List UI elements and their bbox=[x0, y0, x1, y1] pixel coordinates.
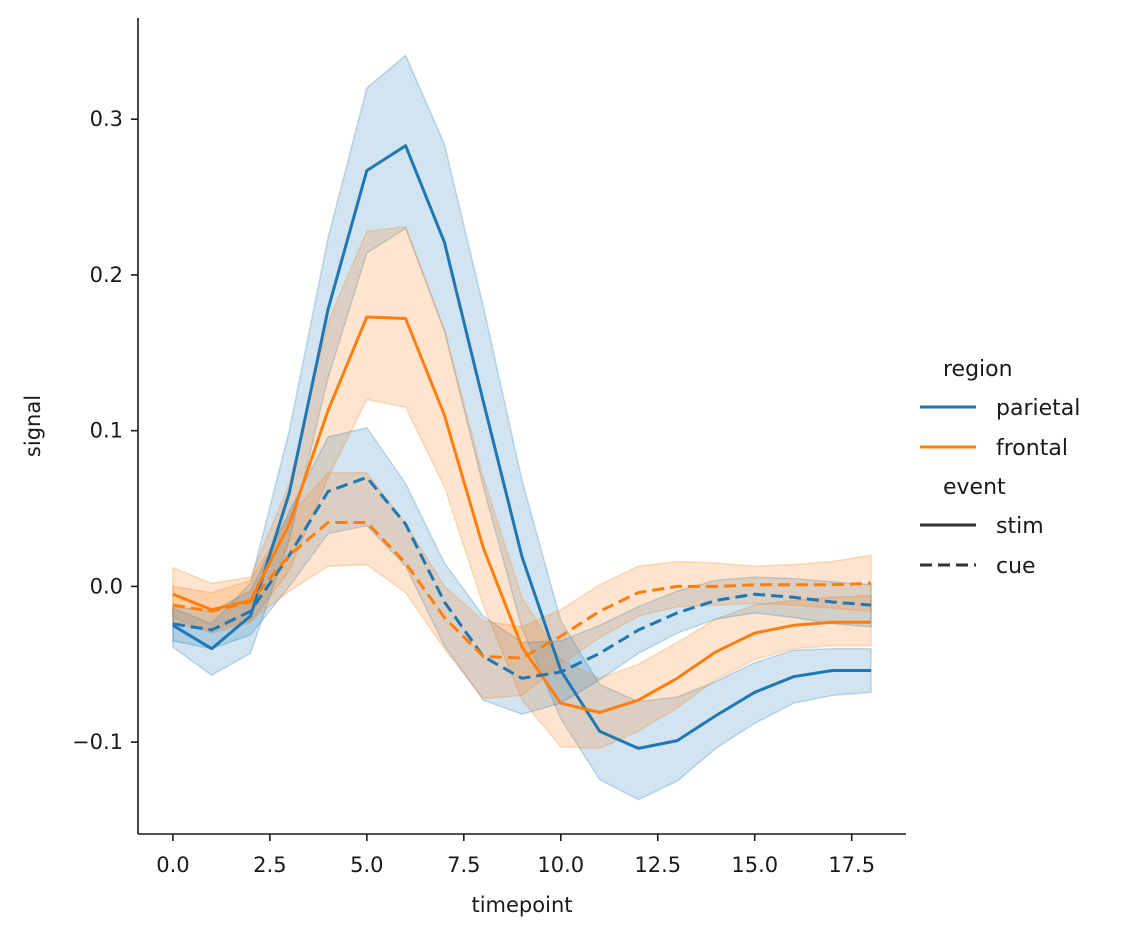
y-tick-label: 0.2 bbox=[90, 263, 123, 287]
y-tick-label: 0.1 bbox=[90, 419, 123, 443]
ci-band-frontal-stim bbox=[172, 225, 872, 750]
y-tick-label: 0.0 bbox=[90, 574, 123, 598]
x-tick-label: 2.5 bbox=[253, 853, 286, 877]
legend-label-cue: cue bbox=[996, 554, 1036, 579]
legend-label-frontal: frontal bbox=[996, 436, 1068, 461]
ci-band-frontal-cue bbox=[172, 471, 872, 700]
x-tick-label: 15.0 bbox=[731, 853, 778, 877]
series-line-parietal-cue bbox=[172, 475, 872, 680]
x-tick-label: 0.0 bbox=[156, 853, 189, 877]
legend-title-region: region bbox=[943, 357, 1013, 382]
ci-band-parietal-cue bbox=[172, 426, 872, 715]
x-tick-label: 12.5 bbox=[634, 853, 681, 877]
x-ticks: 0.0 2.5 5.0 7.5 10.0 12.5 15.0 17.5 bbox=[156, 834, 875, 877]
series-line-parietal-stim bbox=[172, 144, 872, 750]
x-tick-label: 5.0 bbox=[350, 853, 383, 877]
y-axis-title: signal bbox=[21, 395, 45, 457]
x-tick-label: 7.5 bbox=[447, 853, 480, 877]
x-axis-title: timepoint bbox=[471, 893, 572, 917]
x-tick-label: 10.0 bbox=[537, 853, 584, 877]
legend: region parietal frontal event stim cue bbox=[920, 357, 1080, 579]
y-tick-label: 0.3 bbox=[90, 107, 123, 131]
legend-label-parietal: parietal bbox=[996, 396, 1080, 421]
y-ticks: −0.1 0.0 0.1 0.2 0.3 bbox=[72, 107, 138, 754]
x-tick-label: 17.5 bbox=[828, 853, 875, 877]
axes: 0.0 2.5 5.0 7.5 10.0 12.5 15.0 17.5 −0.1 0.0 0.1 0… bbox=[21, 18, 906, 917]
series-lines bbox=[172, 144, 872, 750]
y-tick-label: −0.1 bbox=[72, 730, 123, 754]
legend-label-stim: stim bbox=[996, 514, 1044, 539]
legend-title-event: event bbox=[943, 475, 1006, 500]
series-line-frontal-stim bbox=[172, 315, 872, 714]
